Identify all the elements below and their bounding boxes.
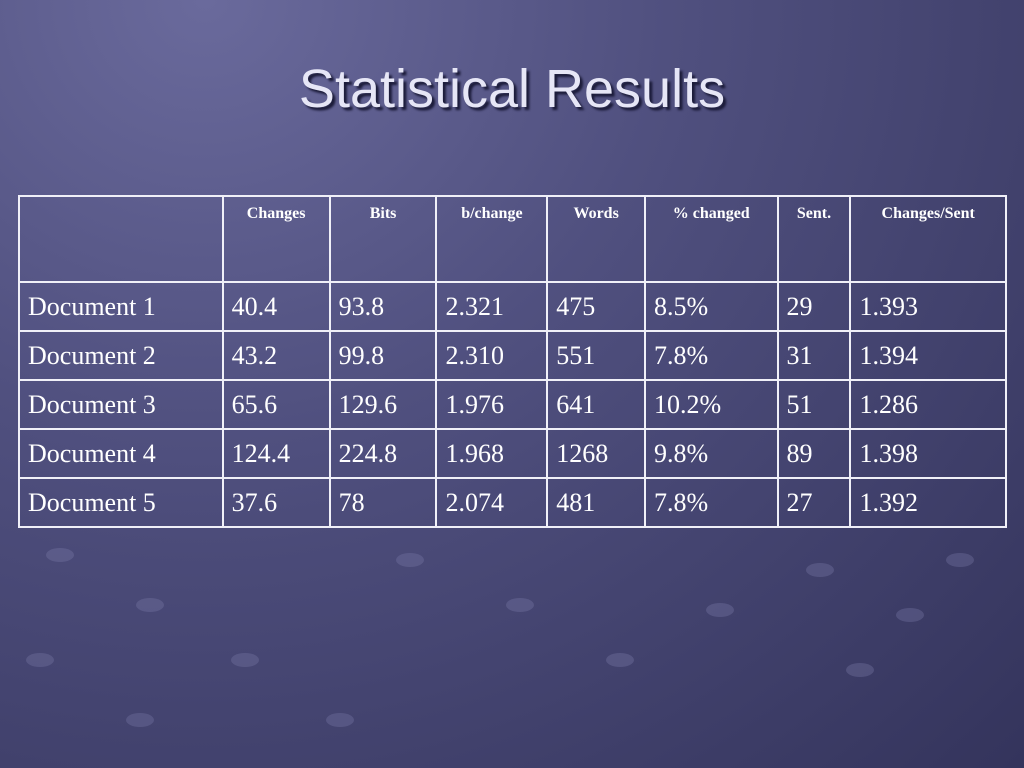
column-header: % changed: [644, 195, 779, 283]
table-cell: 1.392: [849, 477, 1007, 528]
slide-title: Statistical Results: [298, 59, 726, 119]
table-cell: 1268: [546, 428, 646, 479]
table-cell: 1.398: [849, 428, 1007, 479]
table-cell: 2.074: [435, 477, 549, 528]
column-header: Words: [546, 195, 646, 283]
table-cell: 93.8: [328, 281, 438, 332]
table-cell: 2.321: [435, 281, 549, 332]
column-header: Bits: [328, 195, 438, 283]
table-cell: 89: [776, 428, 852, 479]
row-label: Document 3: [18, 379, 224, 430]
table-cell: 224.8: [328, 428, 438, 479]
column-header: Changes: [221, 195, 331, 283]
table-cell: 1.976: [435, 379, 549, 430]
column-header: Sent.: [776, 195, 852, 283]
table-cell: 99.8: [328, 330, 438, 381]
table-cell: 481: [546, 477, 646, 528]
column-header: Changes/Sent: [849, 195, 1007, 283]
table-cell: 124.4: [221, 428, 331, 479]
table-row: Document 2 43.2 99.8 2.310 551 7.8% 31 1.394: [18, 330, 1007, 381]
table-cell: 7.8%: [644, 477, 779, 528]
row-label: Document 4: [18, 428, 224, 479]
table-cell: 551: [546, 330, 646, 381]
table-cell: 641: [546, 379, 646, 430]
table-cell: 51: [776, 379, 852, 430]
table-cell: 27: [776, 477, 852, 528]
results-table: Changes Bits b/change Words% changed Sent. Ch…: [18, 195, 1007, 528]
table-cell: 129.6: [328, 379, 438, 430]
column-header: b/change: [435, 195, 549, 283]
table-cell: 40.4: [221, 281, 331, 332]
table-cell: 31: [776, 330, 852, 381]
table-cell: 37.6: [221, 477, 331, 528]
table-cell: 1.394: [849, 330, 1007, 381]
table-cell: 43.2: [221, 330, 331, 381]
table-row: Document 5 37.6 78 2.074 481 7.8% 27 1.392: [18, 477, 1007, 528]
table-cell: 10.2%: [644, 379, 779, 430]
table-cell: 1.286: [849, 379, 1007, 430]
table-cell: 8.5%: [644, 281, 779, 332]
table-cell: 475: [546, 281, 646, 332]
row-label: Document 2: [18, 330, 224, 381]
table-row: Document 1 40.4 93.8 2.321 475 8.5% 29 1.393: [18, 281, 1007, 332]
row-label: Document 1: [18, 281, 224, 332]
row-label: Document 5: [18, 477, 224, 528]
table-cell: 65.6: [221, 379, 331, 430]
table-cell: 1.968: [435, 428, 549, 479]
table-cell: 1.393: [849, 281, 1007, 332]
table-cell: 9.8%: [644, 428, 779, 479]
table-cell: 7.8%: [644, 330, 779, 381]
table-row: Document 4 124.4 224.8 1.968 1268 9.8% 89 1.398: [18, 428, 1007, 479]
table-cell: 29: [776, 281, 852, 332]
header-row: Changes Bits b/change Words% changed Sent. Ch…: [18, 195, 1007, 283]
table-cell: 78: [328, 477, 438, 528]
table-row: Document 3 65.6 129.6 1.976 641 10.2% 51 1.286: [18, 379, 1007, 430]
table-cell: 2.310: [435, 330, 549, 381]
corner-cell: [18, 195, 224, 283]
